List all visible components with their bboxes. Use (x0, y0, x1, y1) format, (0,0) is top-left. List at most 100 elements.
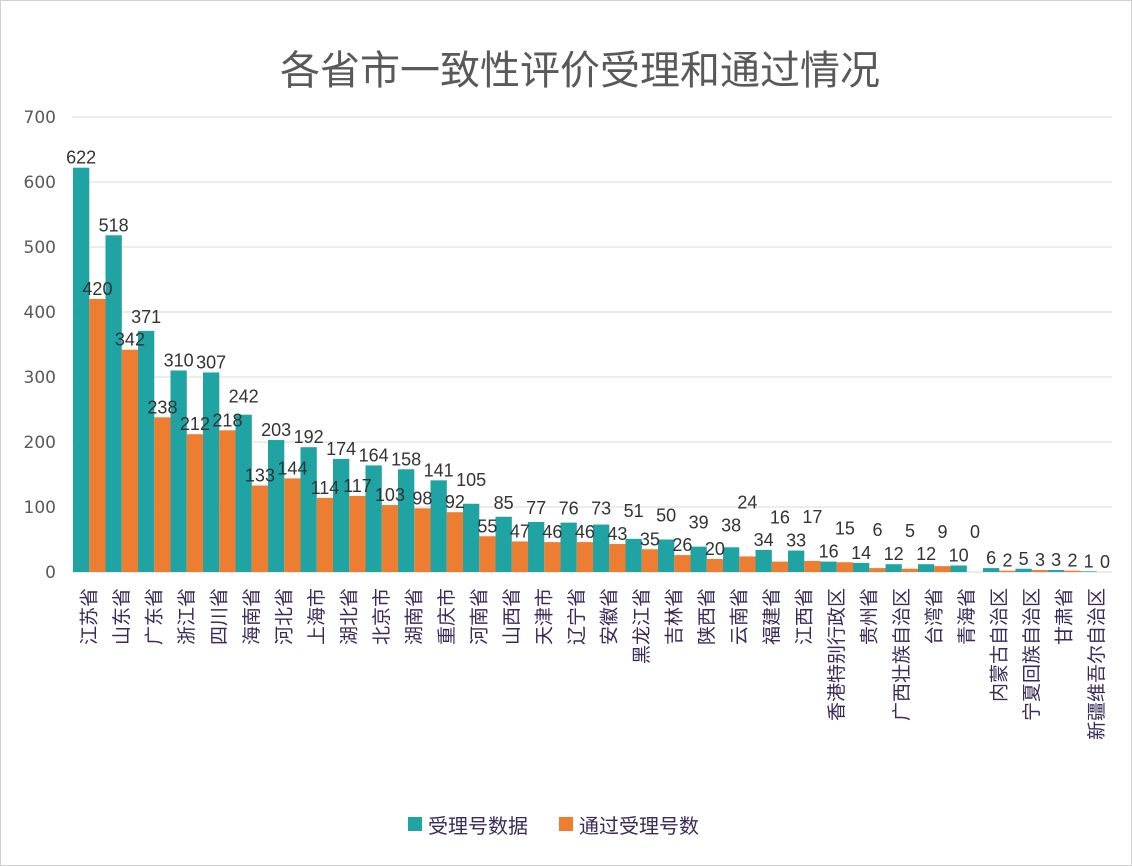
bar-series-1 (690, 546, 707, 572)
x-tick-label: 广西壮族自治区 (891, 588, 913, 721)
bar-series-1 (528, 521, 545, 572)
data-label: 20 (705, 539, 725, 559)
bar-series-2 (219, 430, 236, 572)
data-label: 47 (510, 521, 530, 541)
bar-series-2 (901, 568, 919, 572)
data-label: 85 (494, 493, 514, 513)
x-tick-label: 上海市 (306, 588, 328, 645)
data-label: 174 (326, 439, 356, 459)
data-label: 35 (640, 529, 660, 549)
x-tick-label: 河南省 (468, 588, 490, 645)
bar-series-2 (414, 508, 431, 572)
bar-series-1 (1080, 571, 1097, 572)
legend-swatch-series-1 (408, 817, 422, 831)
bar-series-1 (398, 469, 415, 572)
data-label: 16 (819, 542, 839, 562)
data-label: 39 (689, 513, 709, 533)
y-tick-label: 100 (24, 498, 56, 518)
x-tick-label: 黑龙江省 (631, 588, 653, 664)
bar-series-2 (1064, 570, 1081, 572)
x-tick-label: 甘肃省 (1053, 588, 1075, 645)
x-tick-label: 湖南省 (403, 588, 425, 645)
data-label: 2 (1067, 551, 1077, 571)
bar-series-1 (105, 235, 122, 573)
x-tick-label: 云南省 (728, 588, 750, 645)
bar-series-2 (934, 566, 951, 572)
legend-label-series-1: 受理号数据 (428, 814, 528, 838)
bar-series-2 (576, 542, 594, 572)
data-label: 77 (526, 498, 546, 518)
data-label: 6 (986, 548, 996, 568)
x-tick-label: 辽宁省 (566, 588, 588, 645)
bar-series-1 (593, 524, 610, 572)
data-label: 192 (294, 427, 324, 447)
data-label: 46 (575, 522, 595, 542)
data-label: 242 (229, 387, 259, 407)
bar-series-1 (235, 414, 252, 572)
bar-series-2 (284, 478, 301, 572)
bar-series-1 (918, 564, 935, 572)
data-label: 307 (196, 352, 226, 372)
data-label: 622 (66, 148, 96, 168)
bar-series-2 (154, 417, 171, 572)
x-tick-label: 山东省 (111, 588, 133, 645)
bar-series-2 (381, 505, 399, 572)
bar-series-1 (463, 503, 480, 572)
bar-series-1 (333, 458, 350, 572)
x-tick-label: 浙江省 (176, 588, 198, 645)
data-label: 3 (1035, 550, 1045, 570)
x-tick-label: 福建省 (761, 588, 783, 645)
x-tick-label: 山西省 (501, 588, 523, 645)
bar-series-2 (609, 544, 626, 572)
x-tick-label: 北京市 (371, 588, 393, 645)
bar-series-1 (755, 549, 772, 572)
bar-series-2 (739, 556, 756, 572)
data-label: 12 (916, 544, 936, 564)
bar-series-1 (268, 440, 285, 572)
bar-series-1 (300, 447, 317, 572)
data-label: 15 (835, 518, 855, 538)
bar-series-1 (788, 550, 805, 572)
y-tick-label: 300 (24, 368, 56, 388)
data-label: 144 (277, 458, 307, 478)
bar-series-1 (365, 465, 382, 572)
bar-series-2 (999, 570, 1016, 572)
x-tick-label: 天津市 (533, 588, 555, 645)
data-label: 117 (343, 476, 372, 496)
bar-series-2 (511, 541, 529, 572)
x-tick-label: 内蒙古自治区 (988, 588, 1010, 702)
data-label: 2 (1002, 551, 1012, 571)
x-tick-label: 河北省 (273, 588, 295, 645)
x-tick-label: 香港特别行政区 (826, 588, 848, 721)
data-label: 5 (1019, 549, 1029, 569)
x-tick-label: 宁夏回族自治区 (1021, 588, 1043, 721)
data-label: 46 (542, 522, 562, 542)
data-label: 0 (1100, 552, 1110, 572)
x-tick-label: 江西省 (793, 588, 815, 645)
bar-series-1 (495, 516, 512, 572)
bar-series-1 (430, 480, 447, 572)
data-label: 5 (905, 521, 915, 541)
data-label: 342 (115, 330, 145, 350)
y-tick-label: 500 (24, 238, 56, 258)
data-label: 218 (212, 410, 242, 430)
bar-series-2 (869, 568, 886, 572)
bar-series-2 (1031, 570, 1049, 572)
data-label: 38 (721, 515, 741, 535)
bar-series-2 (706, 559, 724, 572)
bar-series-1 (560, 522, 577, 572)
bar-series-2 (544, 542, 561, 572)
x-tick-label: 青海省 (956, 588, 978, 645)
bar-series-1 (73, 167, 90, 572)
data-label: 105 (456, 470, 486, 490)
data-label: 3 (1051, 550, 1061, 570)
data-label: 6 (872, 520, 882, 540)
x-tick-label: 海南省 (241, 588, 263, 645)
bar-series-1 (658, 539, 675, 572)
data-label: 420 (82, 279, 112, 299)
bar-series-2 (89, 299, 106, 572)
data-label: 133 (245, 466, 275, 486)
x-tick-label: 新疆维吾尔自治区 (1086, 588, 1108, 740)
